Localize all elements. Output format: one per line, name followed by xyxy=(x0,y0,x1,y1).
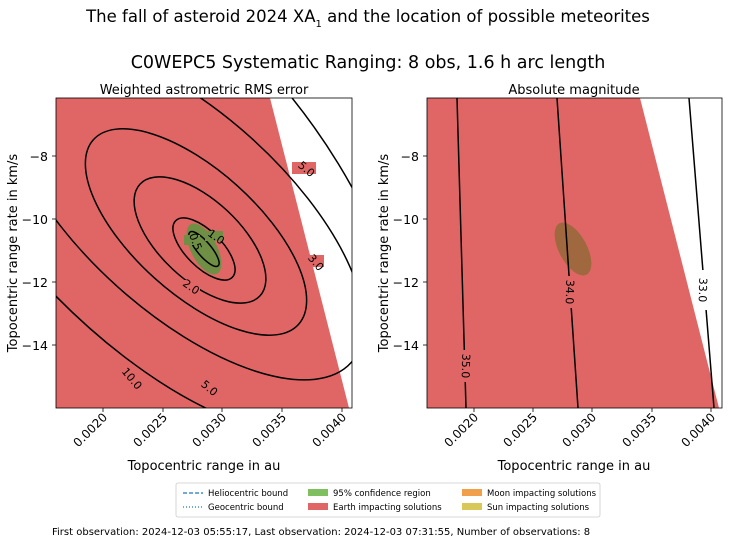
contour-labels: 35.0 34.0 33.0 xyxy=(459,270,710,382)
y-tick-label: −12 xyxy=(22,275,48,290)
y-tick-labels: −8 −10 −12 −14 xyxy=(393,149,419,353)
x-tick-labels: 0.0020 0.0025 0.0030 0.0035 0.0040 xyxy=(71,410,350,450)
plot-area-frame xyxy=(55,97,353,409)
x-tick-label: 0.0035 xyxy=(250,410,290,450)
y-tick-labels: −8 −10 −12 −14 xyxy=(22,149,48,353)
legend-frame xyxy=(175,482,601,518)
legend-label: Sun impacting solutions xyxy=(487,503,590,513)
axis-ticks xyxy=(423,155,712,412)
contour-label: 0.5 xyxy=(186,231,204,252)
x-tick-labels: 0.0020 0.0025 0.0030 0.0035 0.0040 xyxy=(442,410,719,450)
contour-0.5 xyxy=(188,230,220,268)
contour-34.0 xyxy=(556,98,579,408)
y-tick-label: −14 xyxy=(393,338,419,353)
x-axis-label: Topocentric range in au xyxy=(127,459,281,474)
contour-3.0 xyxy=(84,128,308,336)
legend-label: Moon impacting solutions xyxy=(487,489,597,499)
legend: Heliocentric bound Geocentric bound 95% … xyxy=(175,482,601,518)
legend-label: 95% confidence region xyxy=(333,489,431,499)
y-tick-label: −14 xyxy=(22,338,48,353)
x-tick-label: 0.0030 xyxy=(190,410,230,450)
legend-label: Geocentric bound xyxy=(208,503,284,513)
y-tick-label: −8 xyxy=(401,149,419,164)
axis-ticks xyxy=(52,155,343,412)
x-tick-label: 0.0025 xyxy=(501,410,541,450)
y-tick-label: −8 xyxy=(30,149,48,164)
x-tick-label: 0.0020 xyxy=(442,410,482,450)
y-axis-label: Topocentric range rate in km/s xyxy=(6,154,21,354)
y-tick-label: −10 xyxy=(393,212,419,227)
absolute-magnitude-panel: Absolute magnitude 35.0 34.0 33.0 xyxy=(377,83,723,474)
y-axis-label: Topocentric range rate in km/s xyxy=(377,154,392,354)
earth-impact-swatch xyxy=(308,503,328,510)
panel-title: Absolute magnitude xyxy=(508,83,639,98)
x-tick-label: 0.0030 xyxy=(560,410,600,450)
confidence-region-swatch xyxy=(308,489,328,496)
x-tick-label: 0.0040 xyxy=(679,410,719,450)
x-tick-label: 0.0020 xyxy=(71,410,111,450)
contour-label: 5.0 xyxy=(295,159,317,180)
y-tick-label: −10 xyxy=(22,212,48,227)
figure-suptitle: C0WEPC5 Systematic Ranging: 8 obs, 1.6 h… xyxy=(131,53,606,73)
moon-impact-swatch xyxy=(462,489,482,496)
contour-5.0 xyxy=(56,98,352,381)
x-tick-label: 0.0025 xyxy=(131,410,171,450)
contour-33.0 xyxy=(688,98,715,408)
x-tick-label: 0.0040 xyxy=(310,410,350,450)
x-tick-label: 0.0035 xyxy=(620,410,660,450)
legend-label: Heliocentric bound xyxy=(208,489,288,499)
rms-error-panel: Weighted astrometric RMS error 0.5 1.0 2… xyxy=(6,83,353,474)
contour-label: 33.0 xyxy=(696,278,710,303)
plot-area-frame xyxy=(426,97,723,409)
sun-impact-swatch xyxy=(462,503,482,510)
contour-label: 35.0 xyxy=(459,354,473,379)
legend-label: Earth impacting solutions xyxy=(333,503,442,513)
confidence-region xyxy=(554,222,592,276)
contour-2.0 xyxy=(133,176,267,304)
contour-label: 34.0 xyxy=(563,280,577,305)
panel-title: Weighted astrometric RMS error xyxy=(100,83,309,98)
x-axis-label: Topocentric range in au xyxy=(497,459,651,474)
y-tick-label: −12 xyxy=(393,275,419,290)
observation-info: First observation: 2024-12-03 05:55:17, … xyxy=(52,527,590,538)
figure-title: The fall of asteroid 2024 XA1 and the lo… xyxy=(85,7,650,30)
